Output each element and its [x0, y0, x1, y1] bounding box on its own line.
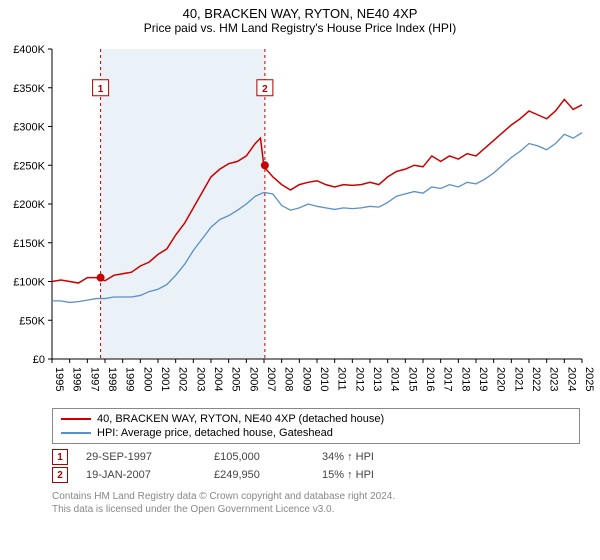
price-chart: £0 £50K £100K £150K £200K £250K £300K £350K £400… [0, 39, 600, 404]
sale-price: £249,950 [214, 469, 304, 481]
svg-text:2005: 2005 [230, 367, 242, 391]
svg-text:£300K: £300K [13, 122, 45, 134]
svg-text:2006: 2006 [247, 367, 259, 391]
svg-text:2011: 2011 [336, 367, 348, 391]
svg-text:2007: 2007 [265, 367, 277, 391]
svg-text:2013: 2013 [371, 367, 383, 391]
chart-svg: £0 £50K £100K £150K £200K £250K £300K £350K £400… [0, 39, 600, 399]
legend-swatch [61, 418, 91, 420]
svg-text:2016: 2016 [424, 367, 436, 391]
svg-text:2018: 2018 [459, 367, 471, 391]
svg-text:2004: 2004 [212, 367, 224, 391]
svg-text:2021: 2021 [512, 367, 524, 391]
sale-hpi: 15% ↑ HPI [322, 469, 374, 481]
svg-text:2010: 2010 [318, 367, 330, 391]
svg-text:2001: 2001 [159, 367, 171, 391]
sale-date: 29-SEP-1997 [86, 451, 196, 463]
svg-text:1998: 1998 [106, 367, 118, 391]
svg-text:2020: 2020 [495, 367, 507, 391]
footer-attribution: Contains HM Land Registry data © Crown c… [52, 490, 580, 516]
footer-line: Contains HM Land Registry data © Crown c… [52, 490, 580, 503]
svg-text:1995: 1995 [53, 367, 65, 391]
svg-text:£100K: £100K [13, 277, 45, 289]
svg-text:£0: £0 [33, 354, 45, 366]
svg-text:2023: 2023 [548, 367, 560, 391]
sale-marker: 1 [52, 449, 68, 465]
sale-date: 19-JAN-2007 [86, 469, 196, 481]
sales-table: 1 29-SEP-1997 £105,000 34% ↑ HPI 2 19-JAN-200… [52, 448, 580, 484]
page-title: 40, BRACKEN WAY, RYTON, NE40 4XP [0, 0, 600, 21]
sale-price: £105,000 [214, 451, 304, 463]
svg-text:1: 1 [98, 84, 104, 95]
legend-label: HPI: Average price, detached house, Gate… [97, 427, 333, 439]
svg-text:1999: 1999 [124, 367, 136, 391]
svg-text:2000: 2000 [141, 367, 153, 391]
legend-item: HPI: Average price, detached house, Gate… [61, 426, 571, 440]
svg-text:2024: 2024 [565, 367, 577, 391]
svg-text:1997: 1997 [88, 367, 100, 391]
sale-hpi: 34% ↑ HPI [322, 451, 374, 463]
svg-text:2: 2 [262, 84, 268, 95]
svg-text:2012: 2012 [353, 367, 365, 391]
svg-text:1996: 1996 [71, 367, 83, 391]
svg-text:2002: 2002 [177, 367, 189, 391]
sale-row: 1 29-SEP-1997 £105,000 34% ↑ HPI [52, 448, 580, 466]
svg-text:2008: 2008 [283, 367, 295, 391]
svg-text:£250K: £250K [13, 160, 45, 172]
svg-text:2015: 2015 [406, 367, 418, 391]
svg-text:£50K: £50K [19, 315, 45, 327]
footer-line: This data is licensed under the Open Gov… [52, 503, 580, 516]
svg-text:£200K: £200K [13, 199, 45, 211]
legend-label: 40, BRACKEN WAY, RYTON, NE40 4XP (detach… [97, 413, 384, 425]
page-subtitle: Price paid vs. HM Land Registry's House … [0, 21, 600, 39]
svg-text:2025: 2025 [583, 367, 595, 391]
legend: 40, BRACKEN WAY, RYTON, NE40 4XP (detach… [52, 408, 580, 444]
svg-text:2003: 2003 [194, 367, 206, 391]
svg-text:£350K: £350K [13, 83, 45, 95]
legend-item: 40, BRACKEN WAY, RYTON, NE40 4XP (detach… [61, 412, 571, 426]
svg-text:£150K: £150K [13, 238, 45, 250]
svg-text:2022: 2022 [530, 367, 542, 391]
svg-text:2019: 2019 [477, 367, 489, 391]
svg-text:2009: 2009 [300, 367, 312, 391]
svg-text:£400K: £400K [13, 44, 45, 56]
svg-text:2014: 2014 [389, 367, 401, 391]
sale-marker: 2 [52, 467, 68, 483]
svg-text:2017: 2017 [442, 367, 454, 391]
legend-swatch [61, 432, 91, 434]
sale-row: 2 19-JAN-2007 £249,950 15% ↑ HPI [52, 466, 580, 484]
